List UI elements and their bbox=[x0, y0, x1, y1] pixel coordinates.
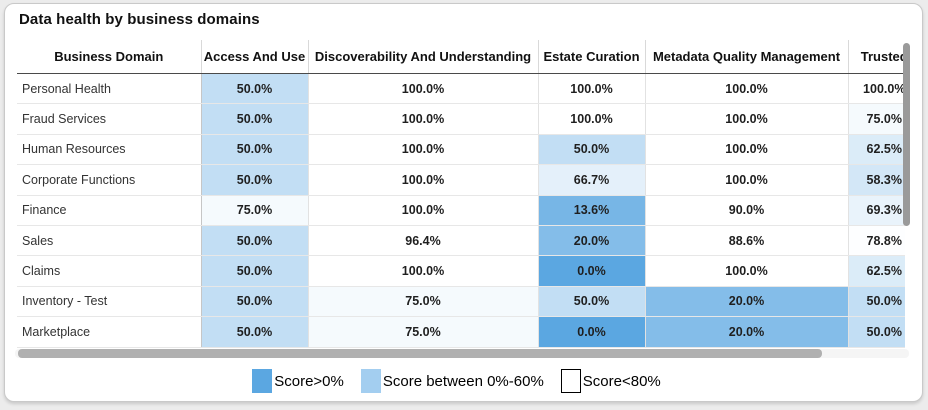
data-health-card: Data health by business domains Business… bbox=[4, 3, 923, 402]
score-cell: 100.0% bbox=[538, 73, 646, 105]
score-cell: 100.0% bbox=[538, 103, 646, 135]
row-label: Inventory - Test bbox=[17, 286, 202, 318]
score-cell: 88.6% bbox=[645, 225, 849, 257]
row-label: Claims bbox=[17, 255, 202, 287]
horizontal-scrollbar-track[interactable] bbox=[15, 349, 909, 358]
score-cell: 78.8% bbox=[848, 225, 905, 257]
score-cell: 50.0% bbox=[848, 286, 905, 318]
table-row-marketplace: Marketplace 50.0% 75.0% 0.0% 20.0% 50.0% bbox=[17, 316, 905, 348]
table-row-personal-health: Personal Health 50.0% 100.0% 100.0% 100.0% 10… bbox=[17, 73, 905, 105]
table-row-human-resources: Human Resources 50.0% 100.0% 50.0% 100.0% 62.… bbox=[17, 134, 905, 166]
header-row: Business Domain Access And Use Discoverabi… bbox=[17, 40, 905, 74]
row-label: Sales bbox=[17, 225, 202, 257]
row-label: Corporate Functions bbox=[17, 164, 202, 196]
legend-item: Score between 0%-60% bbox=[360, 369, 544, 393]
score-cell: 100.0% bbox=[308, 103, 539, 135]
column-header-access-and-use: Access And Use bbox=[201, 40, 309, 74]
score-cell: 20.0% bbox=[538, 225, 646, 257]
score-cell: 50.0% bbox=[201, 316, 309, 348]
table-row-inventory-test: Inventory - Test 50.0% 75.0% 50.0% 20.0% 50.0… bbox=[17, 286, 905, 318]
score-cell: 50.0% bbox=[848, 316, 905, 348]
score-cell: 100.0% bbox=[308, 134, 539, 166]
row-label: Finance bbox=[17, 195, 202, 226]
score-cell: 69.3% bbox=[848, 195, 905, 226]
score-cell: 0.0% bbox=[538, 255, 646, 287]
score-cell: 50.0% bbox=[201, 255, 309, 287]
score-cell: 50.0% bbox=[538, 286, 646, 318]
score-cell: 90.0% bbox=[645, 195, 849, 226]
score-cell: 100.0% bbox=[308, 164, 539, 196]
score-cell: 100.0% bbox=[645, 73, 849, 105]
column-header-estate-curation: Estate Curation bbox=[538, 40, 646, 74]
score-cell: 50.0% bbox=[538, 134, 646, 166]
legend-swatch-icon bbox=[560, 369, 581, 393]
score-cell: 20.0% bbox=[645, 316, 849, 348]
table-viewport: Business Domain Access And Use Discoverabi… bbox=[17, 40, 905, 348]
table-header: Business Domain Access And Use Discoverabi… bbox=[17, 40, 905, 74]
score-cell: 100.0% bbox=[645, 164, 849, 196]
legend-swatch-icon bbox=[252, 369, 273, 393]
table-row-corporate-functions: Corporate Functions 50.0% 100.0% 66.7% 100.0… bbox=[17, 164, 905, 196]
score-cell: 75.0% bbox=[848, 103, 905, 135]
column-header-trusted: Trusted bbox=[848, 40, 905, 74]
score-cell: 100.0% bbox=[645, 255, 849, 287]
score-cell: 50.0% bbox=[201, 73, 309, 105]
table-row-sales: Sales 50.0% 96.4% 20.0% 88.6% 78.8% bbox=[17, 225, 905, 257]
score-cell: 62.5% bbox=[848, 134, 905, 166]
score-cell: 100.0% bbox=[308, 255, 539, 287]
score-cell: 75.0% bbox=[308, 316, 539, 348]
score-cell: 100.0% bbox=[645, 103, 849, 135]
table-body: Personal Health 50.0% 100.0% 100.0% 100.0% 10… bbox=[17, 73, 905, 348]
table-row-claims: Claims 50.0% 100.0% 0.0% 100.0% 62.5% bbox=[17, 255, 905, 287]
horizontal-scrollbar-thumb[interactable] bbox=[18, 349, 822, 358]
score-cell: 66.7% bbox=[538, 164, 646, 196]
score-cell: 50.0% bbox=[201, 225, 309, 257]
legend-swatch-icon bbox=[360, 369, 381, 393]
row-label: Personal Health bbox=[17, 73, 202, 105]
row-label: Fraud Services bbox=[17, 103, 202, 135]
score-cell: 13.6% bbox=[538, 195, 646, 226]
score-cell: 100.0% bbox=[848, 73, 905, 105]
column-header-metadata-quality-management: Metadata Quality Management bbox=[645, 40, 849, 74]
score-cell: 75.0% bbox=[201, 195, 309, 226]
table-row-finance: Finance 75.0% 100.0% 13.6% 90.0% 69.3% bbox=[17, 195, 905, 226]
vertical-scrollbar-thumb[interactable] bbox=[903, 43, 910, 226]
card-title: Data health by business domains bbox=[19, 11, 260, 28]
score-cell: 20.0% bbox=[645, 286, 849, 318]
score-cell: 62.5% bbox=[848, 255, 905, 287]
score-cell: 75.0% bbox=[308, 286, 539, 318]
score-cell: 50.0% bbox=[201, 164, 309, 196]
legend-label: Score between 0%-60% bbox=[382, 372, 544, 390]
score-cell: 0.0% bbox=[538, 316, 646, 348]
legend-item: Score>0% bbox=[252, 369, 344, 393]
row-label: Marketplace bbox=[17, 316, 202, 348]
score-cell: 100.0% bbox=[308, 73, 539, 105]
column-header-business-domain: Business Domain bbox=[17, 40, 202, 74]
score-cell: 50.0% bbox=[201, 103, 309, 135]
score-cell: 100.0% bbox=[308, 195, 539, 226]
legend-label: Score>0% bbox=[274, 372, 344, 390]
score-cell: 58.3% bbox=[848, 164, 905, 196]
score-cell: 50.0% bbox=[201, 286, 309, 318]
data-health-table: Business Domain Access And Use Discoverabi… bbox=[17, 40, 905, 348]
table-row-fraud-services: Fraud Services 50.0% 100.0% 100.0% 100.0% 75.… bbox=[17, 103, 905, 135]
column-header-discoverability-and-understanding: Discoverability And Understanding bbox=[308, 40, 539, 74]
row-label: Human Resources bbox=[17, 134, 202, 166]
legend-item: Score<80% bbox=[560, 369, 661, 393]
legend-label: Score<80% bbox=[582, 372, 661, 390]
legend: Score>0% Score between 0%-60% Score<80% bbox=[5, 366, 908, 396]
score-cell: 50.0% bbox=[201, 134, 309, 166]
score-cell: 100.0% bbox=[645, 134, 849, 166]
score-cell: 96.4% bbox=[308, 225, 539, 257]
